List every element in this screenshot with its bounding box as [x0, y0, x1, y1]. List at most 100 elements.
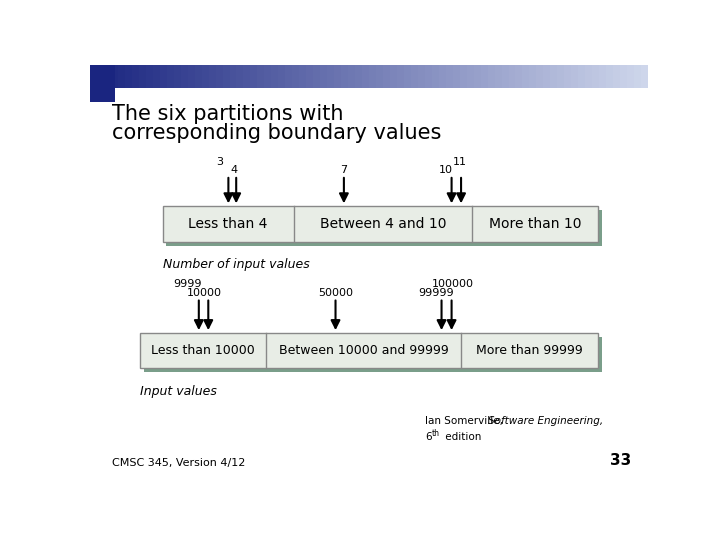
Text: More than 99999: More than 99999 [476, 344, 582, 357]
Bar [593, 65, 599, 87]
Bar [251, 65, 258, 87]
Text: 4: 4 [230, 165, 238, 175]
Bar [467, 65, 474, 87]
Bar [634, 65, 641, 87]
Bar [376, 65, 383, 87]
Bar [536, 65, 544, 87]
Bar [606, 65, 613, 87]
Bar [271, 65, 279, 87]
Bar [390, 65, 397, 87]
Bar [523, 65, 529, 87]
Bar [446, 65, 453, 87]
Bar [613, 65, 620, 87]
Bar [194, 65, 202, 87]
Bar [404, 65, 411, 87]
Bar [90, 65, 115, 102]
Bar [397, 65, 404, 87]
Bar [502, 65, 508, 87]
Bar [418, 65, 425, 87]
Bar [369, 65, 376, 87]
Bar [111, 65, 118, 87]
Bar [327, 65, 334, 87]
Text: 9999: 9999 [174, 279, 202, 289]
Bar [334, 65, 341, 87]
Text: 11: 11 [453, 157, 467, 167]
Text: 50000: 50000 [318, 288, 353, 298]
Bar [215, 65, 222, 87]
Text: Input values: Input values [140, 385, 217, 398]
Bar [487, 65, 495, 87]
Bar [578, 65, 585, 87]
Bar [306, 65, 313, 87]
Bar [459, 65, 467, 87]
Bar [557, 65, 564, 87]
Text: 10000: 10000 [187, 288, 222, 298]
Bar [300, 65, 306, 87]
Bar [362, 65, 369, 87]
Bar [132, 65, 139, 87]
Bar [264, 65, 271, 87]
Bar [90, 65, 97, 87]
Text: 10: 10 [439, 165, 453, 175]
Bar [453, 65, 459, 87]
Bar [620, 65, 627, 87]
Bar [292, 65, 300, 87]
Text: Ian Somerville,: Ian Somerville, [425, 416, 506, 426]
Bar [285, 65, 292, 87]
Text: 99999: 99999 [418, 288, 454, 298]
Text: Between 4 and 10: Between 4 and 10 [320, 217, 446, 231]
Text: Software Engineering,: Software Engineering, [488, 416, 603, 426]
Bar [411, 65, 418, 87]
Bar [209, 65, 215, 87]
Bar [508, 65, 516, 87]
Bar [166, 211, 602, 246]
Bar [118, 65, 125, 87]
Bar [236, 65, 243, 87]
Bar [529, 65, 536, 87]
Bar [599, 65, 606, 87]
Bar [188, 65, 194, 87]
Bar [348, 65, 355, 87]
Bar [495, 65, 502, 87]
Bar [258, 65, 264, 87]
Bar [320, 65, 327, 87]
Text: th: th [432, 429, 440, 437]
Text: Less than 4: Less than 4 [189, 217, 268, 231]
Bar [516, 65, 523, 87]
Text: CMSC 345, Version 4/12: CMSC 345, Version 4/12 [112, 458, 246, 468]
Text: 6: 6 [425, 432, 431, 442]
Bar [97, 65, 104, 87]
Text: Between 10000 and 99999: Between 10000 and 99999 [279, 344, 449, 357]
Bar [230, 65, 236, 87]
Bar [571, 65, 578, 87]
Bar [104, 65, 111, 87]
Bar [474, 65, 481, 87]
Bar [481, 65, 487, 87]
Bar [167, 65, 174, 87]
Text: 33: 33 [610, 453, 631, 468]
Bar [174, 65, 181, 87]
Bar [550, 65, 557, 87]
Text: More than 10: More than 10 [489, 217, 581, 231]
Bar [564, 65, 571, 87]
Bar [140, 333, 598, 368]
Bar [163, 206, 598, 241]
Bar [355, 65, 362, 87]
Bar [641, 65, 648, 87]
Bar [125, 65, 132, 87]
Bar [279, 65, 285, 87]
Text: edition: edition [441, 432, 481, 442]
Bar [243, 65, 251, 87]
Bar [144, 337, 602, 373]
Bar [627, 65, 634, 87]
Bar [160, 65, 167, 87]
Bar [544, 65, 550, 87]
Bar [585, 65, 592, 87]
Text: 7: 7 [341, 165, 348, 175]
Text: Number of input values: Number of input values [163, 258, 310, 271]
Bar [438, 65, 446, 87]
Bar [202, 65, 209, 87]
Bar [313, 65, 320, 87]
Bar [432, 65, 438, 87]
Bar [145, 65, 153, 87]
